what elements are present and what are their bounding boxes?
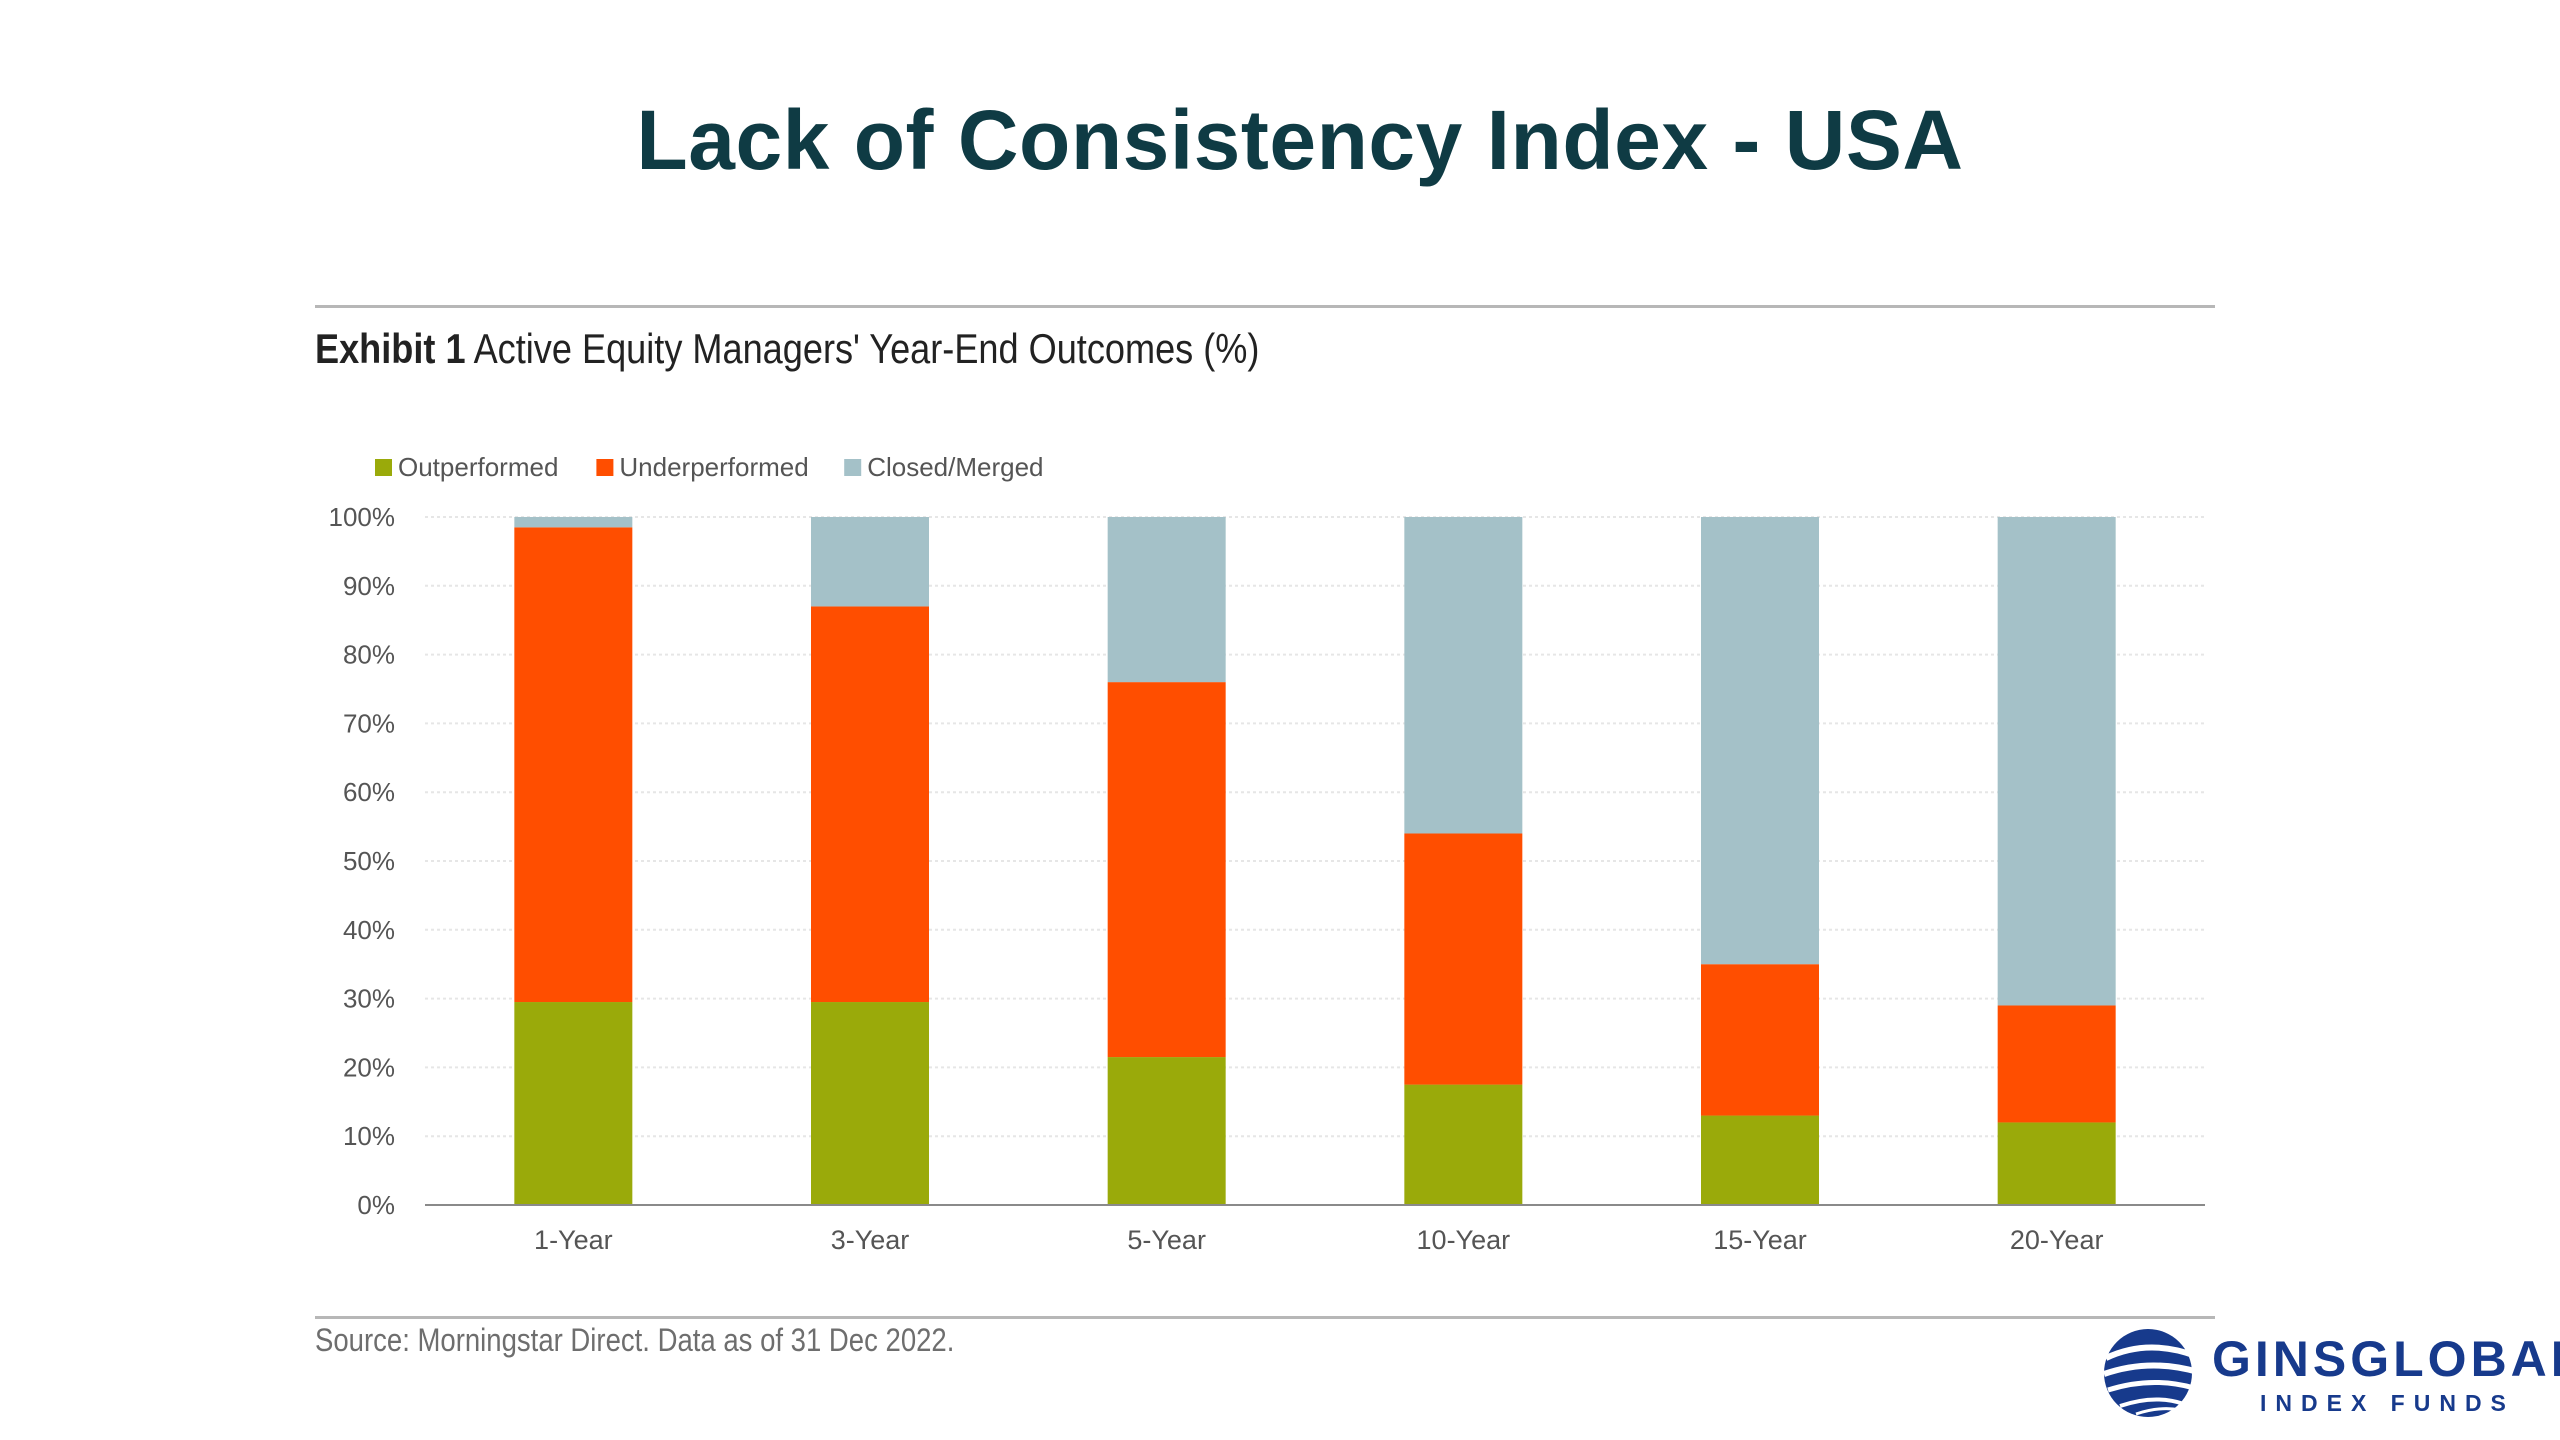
bar-segment-underperformed [1404, 833, 1523, 1085]
x-category-label: 5-Year [1127, 1225, 1206, 1255]
exhibit-bottom-rule [315, 1316, 2215, 1319]
bar-segment-outperformed [1701, 1115, 1819, 1205]
logo-tagline: INDEX FUNDS [2260, 1390, 2515, 1416]
y-tick-label: 0% [357, 1190, 395, 1220]
logo-name: GINSGLOBAL [2212, 1331, 2560, 1387]
exhibit-heading: Exhibit 1 Active Equity Managers' Year-E… [315, 325, 1259, 373]
bar-segment-outperformed [1997, 1122, 2116, 1205]
legend-label: Closed/Merged [867, 452, 1043, 482]
bar-segment-underperformed [1107, 682, 1226, 1058]
legend-label: Underperformed [619, 452, 808, 482]
exhibit-title: Active Equity Managers' Year-End Outcome… [473, 325, 1260, 372]
y-tick-label: 30% [343, 984, 395, 1014]
globe-icon [2103, 1329, 2199, 1417]
x-category-label: 15-Year [1713, 1225, 1807, 1255]
exhibit-label: Exhibit 1 [315, 325, 466, 372]
bar-segment-outperformed [1107, 1057, 1226, 1205]
y-tick-label: 60% [343, 777, 395, 807]
bar-segment-closed-merged [1701, 517, 1819, 965]
bar-segment-underperformed [1701, 964, 1819, 1116]
bar-segment-underperformed [514, 527, 633, 1003]
bar-segment-closed-merged [514, 517, 633, 528]
y-tick-label: 50% [343, 846, 395, 876]
bar-segment-outperformed [1404, 1084, 1523, 1205]
x-category-label: 10-Year [1417, 1225, 1511, 1255]
y-tick-label: 40% [343, 915, 395, 945]
y-tick-label: 70% [343, 708, 395, 738]
x-category-label: 3-Year [831, 1225, 910, 1255]
bar-segment-closed-merged [1404, 517, 1523, 834]
y-tick-label: 100% [329, 502, 396, 532]
bar-segment-outperformed [811, 1002, 929, 1205]
legend-swatch [844, 459, 862, 476]
slide-title: Lack of Consistency Index - USA [636, 93, 1964, 187]
bar-segment-outperformed [514, 1002, 633, 1205]
y-tick-label: 80% [343, 640, 395, 670]
y-tick-label: 10% [343, 1121, 395, 1151]
legend-label: Outperformed [398, 452, 558, 482]
x-category-label: 20-Year [2010, 1225, 2104, 1255]
bar-segment-closed-merged [1997, 517, 2116, 1006]
bar-segment-underperformed [811, 606, 929, 1003]
bar-segment-closed-merged [811, 517, 929, 607]
exhibit-top-rule [315, 305, 2215, 308]
legend-swatch [375, 459, 392, 476]
bar-segment-closed-merged [1107, 517, 1226, 683]
y-tick-label: 90% [343, 571, 395, 601]
source-note: Source: Morningstar Direct. Data as of 3… [315, 1322, 955, 1358]
ginsglobal-logo: GINSGLOBAL INDEX FUNDS [2100, 1318, 2560, 1440]
legend-swatch [596, 459, 614, 476]
bar-segment-underperformed [1997, 1005, 2116, 1123]
y-tick-label: 20% [343, 1052, 395, 1082]
x-category-label: 1-Year [534, 1225, 613, 1255]
